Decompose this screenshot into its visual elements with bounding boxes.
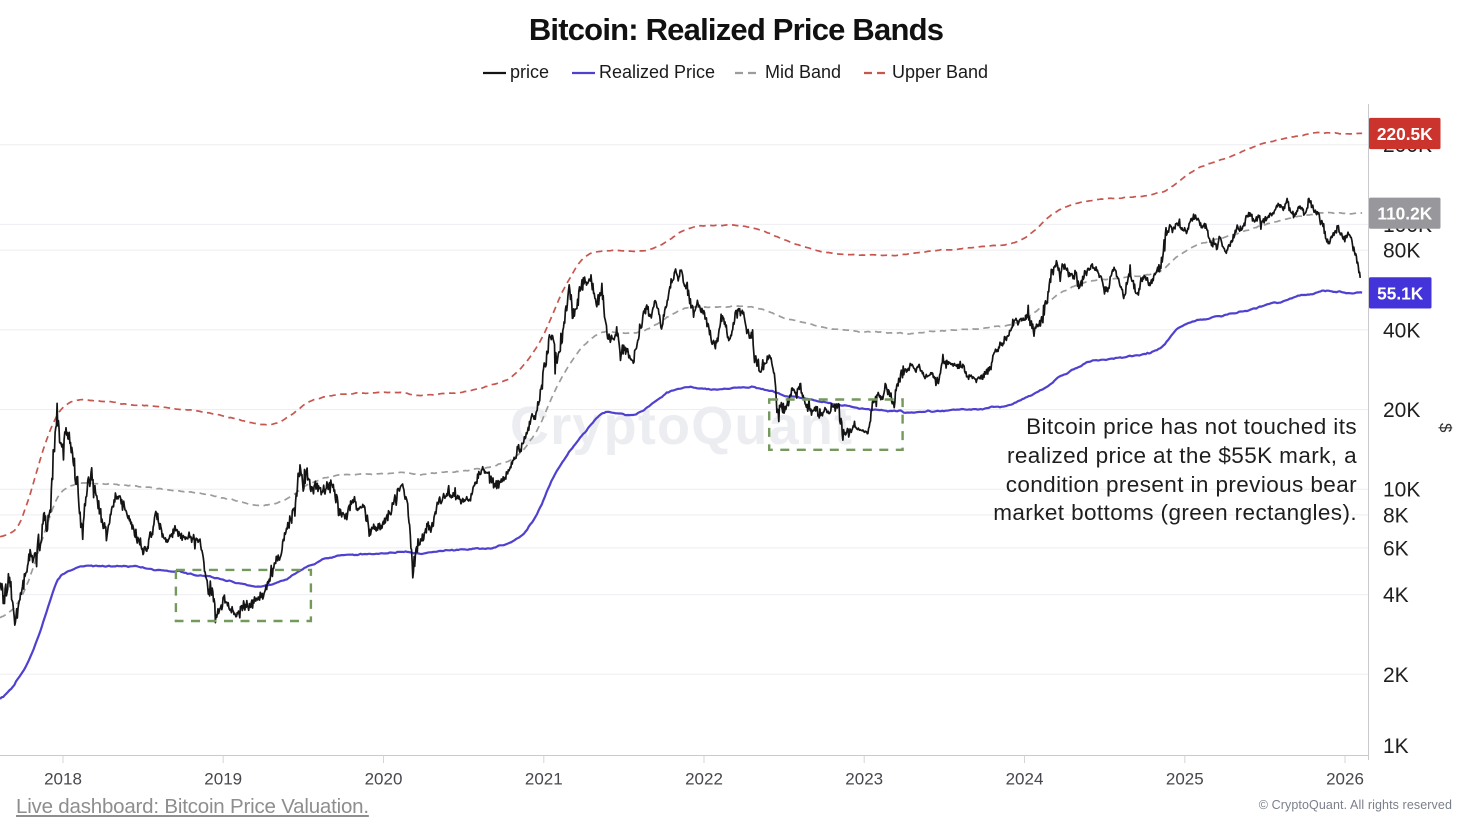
svg-text:110.2K: 110.2K bbox=[1377, 204, 1432, 224]
svg-text:2019: 2019 bbox=[204, 770, 242, 789]
svg-text:10K: 10K bbox=[1383, 479, 1420, 502]
svg-text:CryptoQuant: CryptoQuant bbox=[510, 396, 853, 456]
svg-text:6K: 6K bbox=[1383, 537, 1409, 560]
svg-text:2018: 2018 bbox=[44, 770, 82, 789]
svg-text:20K: 20K bbox=[1383, 399, 1420, 422]
svg-text:2020: 2020 bbox=[365, 770, 403, 789]
svg-text:2024: 2024 bbox=[1006, 770, 1044, 789]
svg-text:$: $ bbox=[1436, 423, 1455, 433]
svg-text:40K: 40K bbox=[1383, 319, 1420, 342]
svg-text:8K: 8K bbox=[1383, 504, 1409, 527]
svg-text:1K: 1K bbox=[1383, 735, 1409, 758]
svg-text:2021: 2021 bbox=[525, 770, 563, 789]
svg-text:2022: 2022 bbox=[685, 770, 723, 789]
svg-text:2K: 2K bbox=[1383, 664, 1409, 687]
svg-text:4K: 4K bbox=[1383, 584, 1409, 607]
svg-text:2026: 2026 bbox=[1326, 770, 1364, 789]
svg-text:2025: 2025 bbox=[1166, 770, 1204, 789]
svg-text:2023: 2023 bbox=[845, 770, 883, 789]
svg-text:220.5K: 220.5K bbox=[1377, 124, 1433, 144]
svg-text:80K: 80K bbox=[1383, 240, 1420, 263]
svg-text:55.1K: 55.1K bbox=[1377, 283, 1424, 303]
